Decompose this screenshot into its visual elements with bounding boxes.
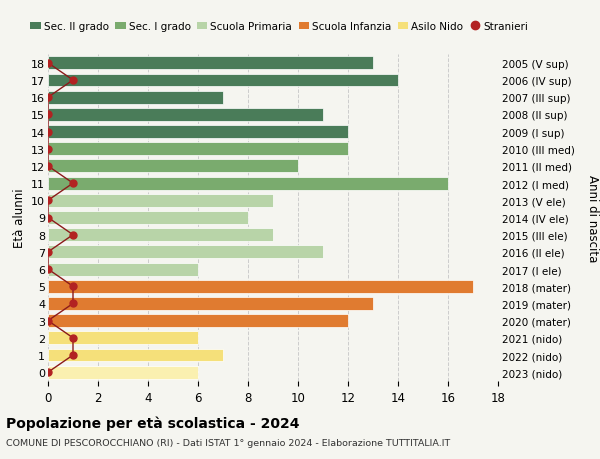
Bar <box>48 246 323 259</box>
Bar <box>48 177 448 190</box>
Y-axis label: Anni di nascita: Anni di nascita <box>586 174 599 262</box>
Bar <box>48 74 398 87</box>
Text: Popolazione per età scolastica - 2024: Popolazione per età scolastica - 2024 <box>6 415 299 430</box>
Bar <box>48 332 198 345</box>
Bar <box>48 91 223 104</box>
Bar <box>48 229 273 241</box>
Legend: Sec. II grado, Sec. I grado, Scuola Primaria, Scuola Infanzia, Asilo Nido, Stran: Sec. II grado, Sec. I grado, Scuola Prim… <box>26 18 532 36</box>
Bar <box>48 57 373 70</box>
Bar <box>48 280 473 293</box>
Bar <box>48 366 198 379</box>
Bar <box>48 160 298 173</box>
Bar <box>48 297 373 310</box>
Bar <box>48 143 348 156</box>
Text: COMUNE DI PESCOROCCHIANO (RI) - Dati ISTAT 1° gennaio 2024 - Elaborazione TUTTIT: COMUNE DI PESCOROCCHIANO (RI) - Dati IST… <box>6 438 450 448</box>
Bar <box>48 109 323 122</box>
Bar <box>48 195 273 207</box>
Bar <box>48 126 348 139</box>
Bar <box>48 314 348 327</box>
Bar <box>48 263 198 276</box>
Y-axis label: Età alunni: Età alunni <box>13 188 26 248</box>
Bar <box>48 212 248 224</box>
Bar <box>48 349 223 362</box>
